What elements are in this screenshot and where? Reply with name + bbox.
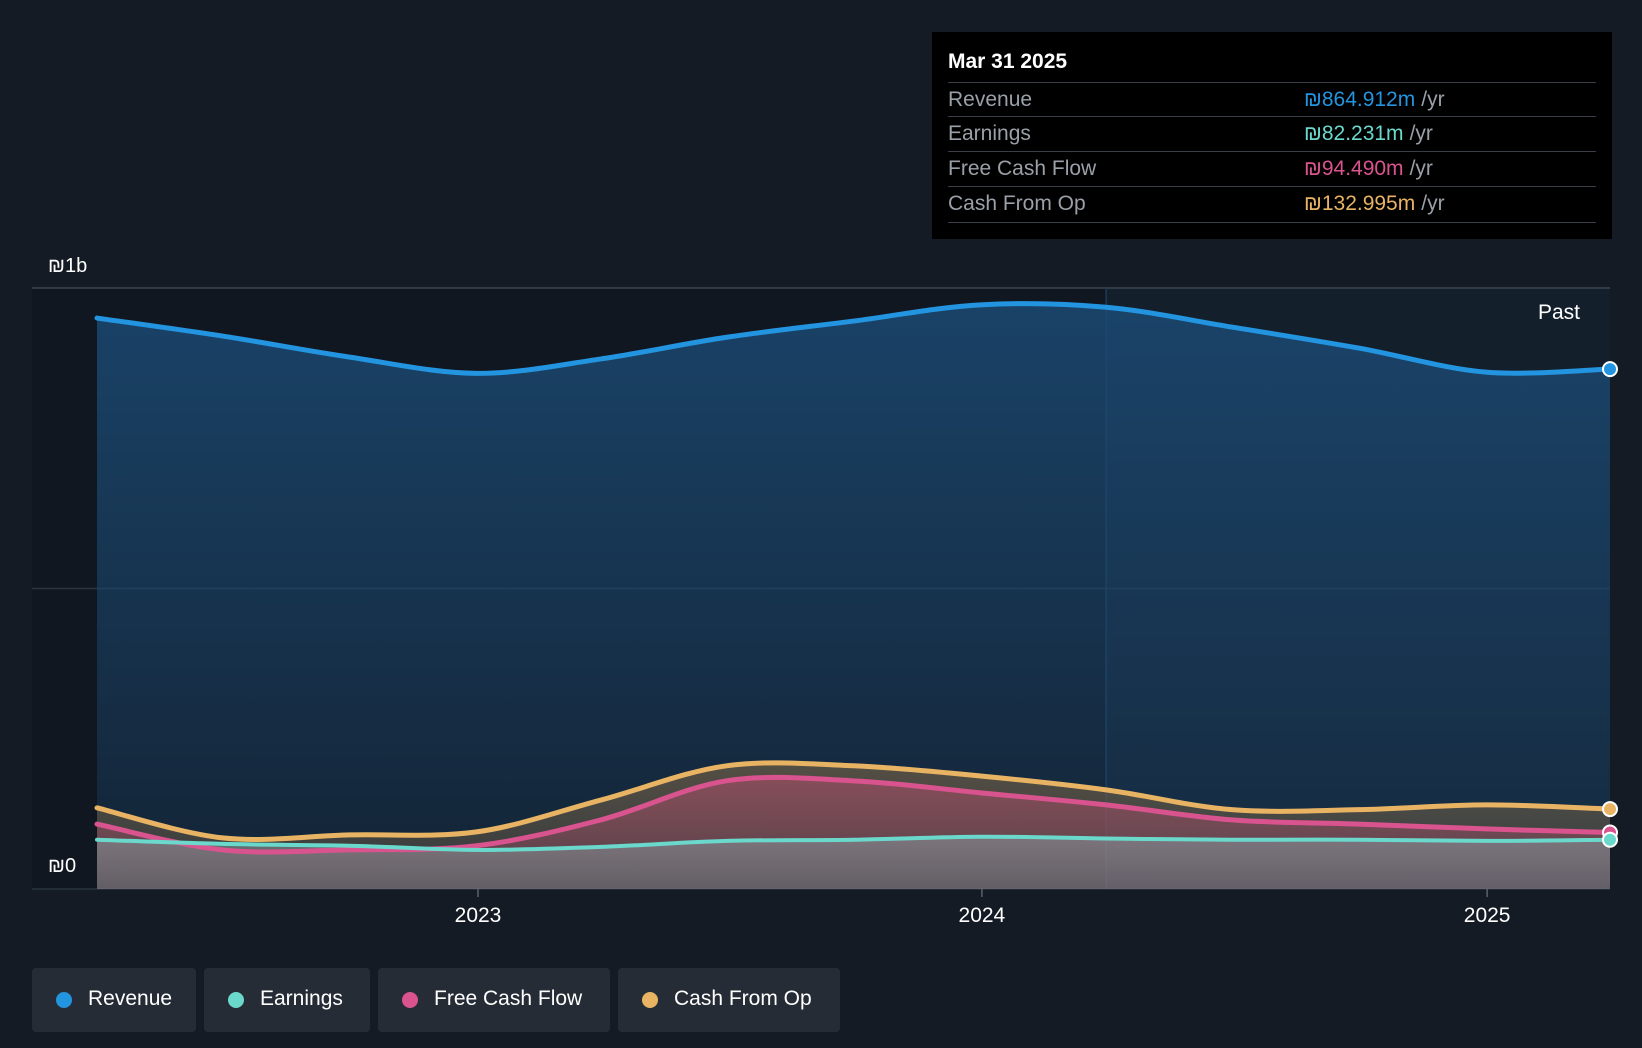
tooltip-label: Earnings — [948, 122, 1031, 145]
area-revenue — [97, 303, 1610, 889]
line-free-cash-flow — [94, 774, 1613, 855]
x-tick-label: 2023 — [455, 904, 502, 927]
point-revenue — [1602, 361, 1618, 378]
legend-dot-icon — [642, 992, 658, 1008]
tooltip: Mar 31 2025 Revenue ₪864.912m/yr Earning… — [932, 32, 1612, 239]
x-tick-label: 2024 — [959, 904, 1006, 927]
line-cash-from-op — [94, 760, 1613, 842]
point-earnings — [1602, 831, 1618, 848]
tooltip-value: ₪132.995m/yr — [1304, 192, 1445, 215]
legend-item-revenue[interactable]: Revenue — [32, 968, 196, 1032]
y-tick-label: ₪0 — [48, 855, 76, 877]
tooltip-value: ₪864.912m/yr — [1304, 88, 1445, 111]
tooltip-row-fcf: Free Cash Flow ₪94.490m/yr — [948, 151, 1596, 186]
point-cash-from-op — [1602, 801, 1618, 818]
line-revenue — [94, 301, 1613, 376]
legend-item-fcf[interactable]: Free Cash Flow — [378, 968, 610, 1032]
legend-dot-icon — [402, 992, 418, 1008]
tooltip-divider — [948, 222, 1596, 223]
legend-item-cfo[interactable]: Cash From Op — [618, 968, 840, 1032]
line-earnings — [95, 834, 1612, 852]
legend-item-earnings[interactable]: Earnings — [204, 968, 370, 1032]
tooltip-row-cfo: Cash From Op ₪132.995m/yr — [948, 186, 1596, 221]
tooltip-value: ₪94.490m/yr — [1304, 157, 1433, 180]
y-tick-label: ₪1b — [48, 255, 87, 277]
tooltip-date: Mar 31 2025 — [948, 50, 1068, 73]
legend-label: Earnings — [260, 987, 343, 1010]
tooltip-label: Revenue — [948, 88, 1033, 111]
legend-label: Free Cash Flow — [434, 987, 583, 1010]
x-tick-label: 2025 — [1464, 904, 1511, 927]
area-earnings — [97, 836, 1610, 889]
tooltip-label: Cash From Op — [948, 192, 1086, 215]
legend-dot-icon — [228, 992, 244, 1008]
legend-dot-icon — [56, 992, 72, 1008]
tooltip-row-earnings: Earnings ₪82.231m/yr — [948, 116, 1596, 151]
tooltip-value: ₪82.231m/yr — [1304, 122, 1433, 145]
legend-label: Cash From Op — [674, 987, 812, 1010]
past-label: Past — [1538, 301, 1580, 324]
tooltip-row-revenue: Revenue ₪864.912m/yr — [948, 82, 1596, 117]
legend-label: Revenue — [88, 987, 173, 1010]
tooltip-label: Free Cash Flow — [948, 157, 1097, 180]
